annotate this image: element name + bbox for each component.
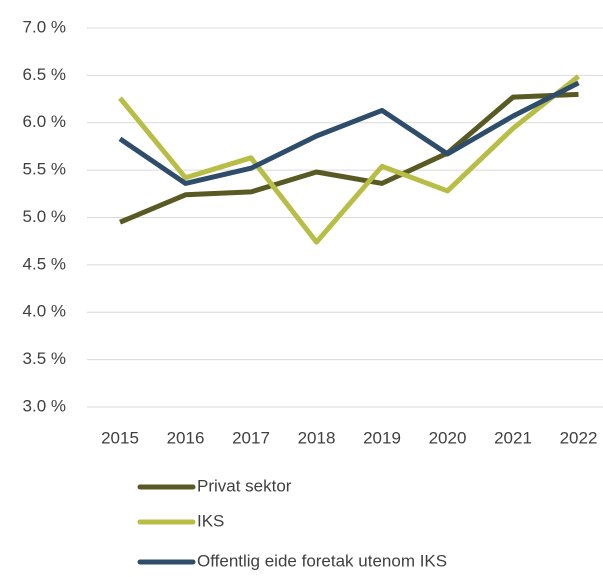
legend-label: Offentlig eide foretak utenom IKS xyxy=(197,551,447,570)
x-tick-label: 2020 xyxy=(429,428,467,447)
x-tick-label: 2021 xyxy=(494,428,532,447)
legend-label: IKS xyxy=(197,511,224,530)
y-tick-label: 7.0 % xyxy=(23,17,66,36)
series-line xyxy=(118,80,580,186)
series-line xyxy=(119,91,579,225)
y-tick-label: 6.5 % xyxy=(23,65,66,84)
y-tick-label: 4.5 % xyxy=(23,254,66,273)
x-tick-label: 2016 xyxy=(167,428,205,447)
x-tick-label: 2019 xyxy=(363,428,401,447)
x-tick-label: 2017 xyxy=(232,428,270,447)
y-tick-label: 3.0 % xyxy=(23,396,66,415)
y-tick-label: 5.0 % xyxy=(23,207,66,226)
y-tick-label: 6.0 % xyxy=(23,112,66,131)
legend-label: Privat sektor xyxy=(197,476,292,495)
x-tick-label: 2015 xyxy=(101,428,139,447)
y-tick-label: 5.5 % xyxy=(23,160,66,179)
y-tick-label: 3.5 % xyxy=(23,349,66,368)
series-line xyxy=(118,74,581,245)
x-tick-label: 2018 xyxy=(298,428,336,447)
y-tick-label: 4.0 % xyxy=(23,302,66,321)
x-tick-label: 2022 xyxy=(560,428,598,447)
